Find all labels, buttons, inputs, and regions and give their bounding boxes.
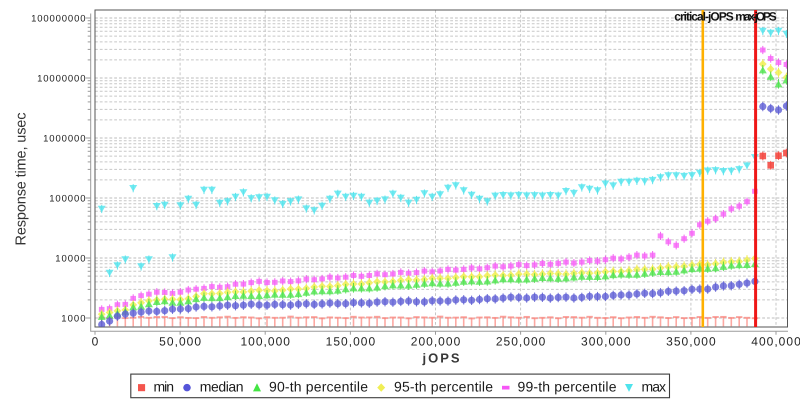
svg-text:max-jOPS: max-jOPS: [735, 10, 777, 24]
svg-text:1000: 1000: [61, 313, 85, 324]
svg-text:50,000: 50,000: [159, 335, 201, 349]
svg-text:400,000: 400,000: [751, 335, 800, 349]
svg-text:critical-jOPS: critical-jOPS: [674, 10, 734, 24]
svg-text:Response time, usec: Response time, usec: [14, 113, 30, 246]
svg-text:100,000: 100,000: [240, 335, 290, 349]
svg-text:max: max: [642, 379, 667, 395]
svg-text:min: min: [154, 379, 175, 395]
svg-text:300,000: 300,000: [581, 335, 631, 349]
svg-text:95-th percentile: 95-th percentile: [394, 379, 493, 395]
svg-text:0: 0: [92, 335, 99, 349]
svg-text:99-th percentile: 99-th percentile: [518, 379, 617, 395]
svg-text:100000: 100000: [49, 193, 85, 204]
svg-text:1000000: 1000000: [43, 133, 85, 144]
svg-text:10000000: 10000000: [37, 73, 85, 84]
svg-text:10000: 10000: [55, 253, 85, 264]
svg-text:250,000: 250,000: [496, 335, 546, 349]
svg-text:200,000: 200,000: [411, 335, 461, 349]
svg-text:90-th percentile: 90-th percentile: [269, 379, 368, 395]
svg-text:150,000: 150,000: [326, 335, 376, 349]
svg-text:350,000: 350,000: [666, 335, 716, 349]
svg-text:jOPS: jOPS: [422, 351, 460, 366]
svg-text:median: median: [200, 379, 244, 395]
svg-text:100000000: 100000000: [31, 13, 85, 24]
